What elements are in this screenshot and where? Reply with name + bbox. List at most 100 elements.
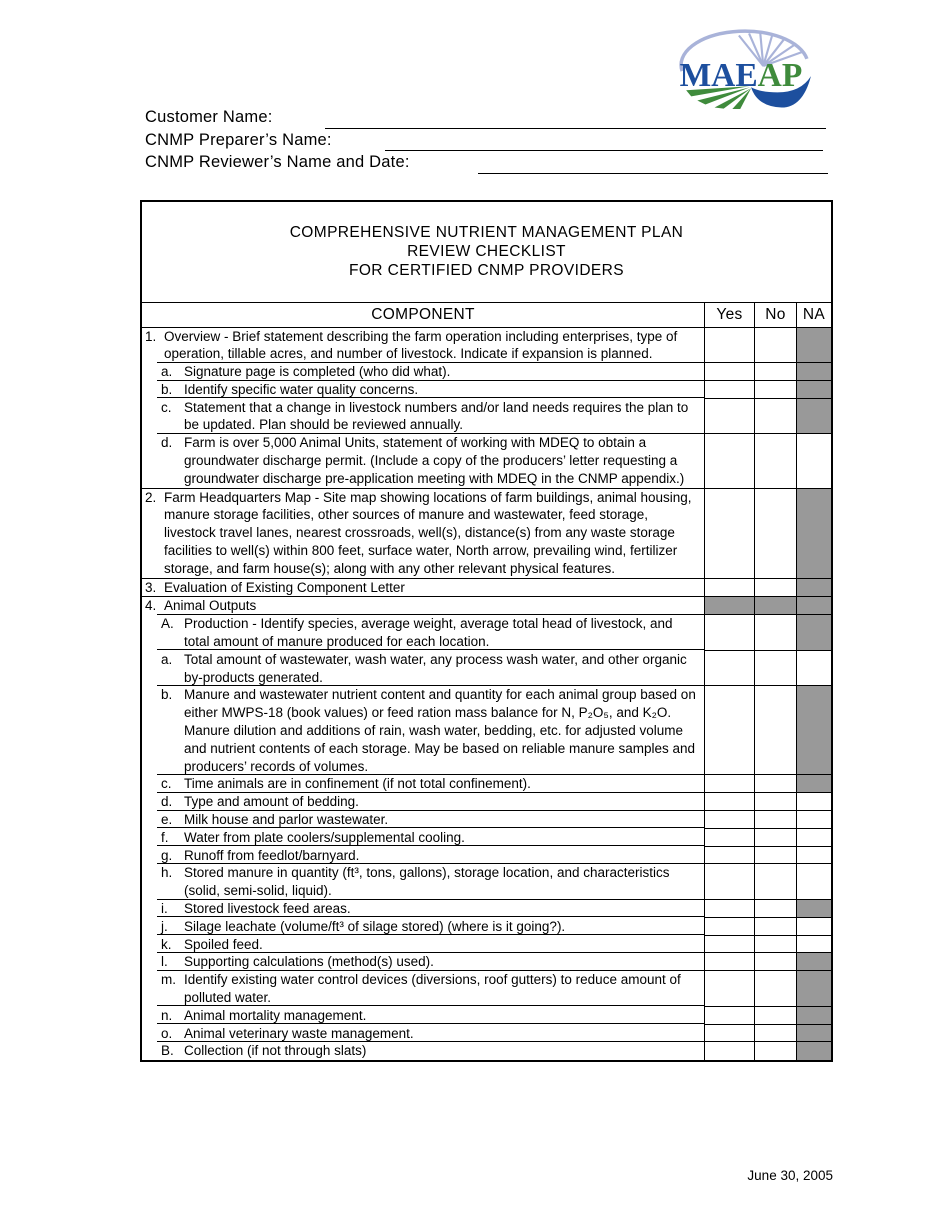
- component-cell: h. Stored manure in quantity (ft³, tons, …: [142, 864, 705, 900]
- checklist-row: h. Stored manure in quantity (ft³, tons, …: [142, 864, 831, 900]
- no-checkbox-cell: [755, 1042, 797, 1061]
- na-checkbox-cell: [797, 1042, 831, 1061]
- item-text: Farm is over 5,000 Animal Units, stateme…: [184, 435, 685, 486]
- title-line-2: REVIEW CHECKLIST: [407, 243, 566, 260]
- item-text: Production - Identify species, average w…: [184, 616, 673, 650]
- no-checkbox-cell: [755, 846, 797, 865]
- na-checkbox-cell: [797, 811, 831, 829]
- item-number: 2.: [145, 489, 157, 505]
- no-checkbox-cell: [755, 650, 797, 687]
- yes-checkbox-cell: [705, 578, 755, 598]
- checklist-title: COMPREHENSIVE NUTRIENT MANAGEMENT PLAN R…: [142, 202, 831, 303]
- yes-checkbox-cell: [705, 363, 755, 381]
- item-number: b.: [161, 381, 173, 397]
- checklist-row: j. Silage leachate (volume/ft³ of silage …: [142, 917, 831, 936]
- no-checkbox-cell: [755, 935, 797, 954]
- no-checkbox-cell: [755, 434, 797, 489]
- no-checkbox-cell: [755, 953, 797, 972]
- item-text: Overview - Brief statement describing th…: [164, 328, 678, 362]
- na-checkbox-cell: [797, 1006, 831, 1025]
- na-checkbox-cell: [797, 793, 831, 812]
- na-checkbox-cell: [797, 900, 831, 918]
- document-date: June 30, 2005: [747, 1168, 833, 1183]
- yes-checkbox-cell: [705, 488, 755, 579]
- no-checkbox-cell: [755, 811, 797, 829]
- logo-swoosh-icon: [751, 76, 811, 108]
- na-checkbox-cell: [797, 1024, 831, 1043]
- no-checkbox-cell: [755, 398, 797, 435]
- checklist-row: g. Runoff from feedlot/barnyard.: [142, 846, 831, 865]
- checklist-row: b. Identify specific water quality concer…: [142, 380, 831, 399]
- item-text: Runoff from feedlot/barnyard.: [184, 847, 360, 863]
- item-text: Animal Outputs: [164, 598, 257, 614]
- component-cell: B. Collection (if not through slats): [142, 1042, 705, 1061]
- checklist-row: m. Identify existing water control device…: [142, 971, 831, 1007]
- item-number: 1.: [145, 328, 157, 344]
- component-cell: 2. Farm Headquarters Map - Site map showi…: [142, 488, 705, 579]
- checklist-row: b. Manure and wastewater nutrient content…: [142, 686, 831, 776]
- checklist-row: d. Farm is over 5,000 Animal Units, state…: [142, 434, 831, 489]
- column-header-yes: Yes: [705, 303, 755, 328]
- item-number: i.: [161, 901, 168, 916]
- na-checkbox-cell: [797, 828, 831, 847]
- na-checkbox-cell: [797, 775, 831, 794]
- na-checkbox-cell: [797, 488, 831, 579]
- item-number: g.: [161, 847, 173, 863]
- checklist-row: e. Milk house and parlor wastewater.: [142, 811, 831, 829]
- customer-name-label: Customer Name:: [145, 108, 273, 126]
- header-row: COMPONENT Yes No NA: [142, 303, 831, 328]
- reviewer-name-date-field: CNMP Reviewer’s Name and Date:: [145, 153, 828, 176]
- no-checkbox-cell: [755, 775, 797, 794]
- item-number: a.: [161, 651, 173, 667]
- na-checkbox-cell: [797, 327, 831, 364]
- reviewer-name-date-blank-line: [478, 172, 828, 174]
- item-number: b.: [161, 687, 173, 703]
- checklist-row: d. Type and amount of bedding.: [142, 793, 831, 812]
- checklist-row: B. Collection (if not through slats): [142, 1042, 831, 1061]
- item-number: k.: [161, 936, 172, 952]
- yes-checkbox-cell: [705, 811, 755, 829]
- checklist-row: 2. Farm Headquarters Map - Site map showi…: [142, 488, 831, 579]
- item-text: Evaluation of Existing Component Letter: [164, 579, 405, 595]
- yes-checkbox-cell: [705, 935, 755, 954]
- checklist-row: 1. Overview - Brief statement describing …: [142, 327, 831, 364]
- component-cell: c. Statement that a change in livestock n…: [142, 398, 705, 435]
- no-checkbox-cell: [755, 597, 797, 616]
- component-cell: b. Manure and wastewater nutrient content…: [142, 686, 705, 776]
- yes-checkbox-cell: [705, 1006, 755, 1025]
- checklist-box: COMPREHENSIVE NUTRIENT MANAGEMENT PLAN R…: [140, 200, 833, 1063]
- yes-checkbox-cell: [705, 597, 755, 616]
- component-cell: f. Water from plate coolers/supplemental …: [142, 828, 705, 847]
- na-checkbox-cell: [797, 363, 831, 381]
- component-cell: 1. Overview - Brief statement describing …: [142, 327, 705, 364]
- column-header-na: NA: [797, 303, 831, 328]
- column-header-no: No: [755, 303, 797, 328]
- na-checkbox-cell: [797, 615, 831, 651]
- na-checkbox-cell: [797, 846, 831, 865]
- component-cell: i. Stored livestock feed areas.: [142, 900, 705, 918]
- checklist-row: 3. Evaluation of Existing Component Lette…: [142, 578, 831, 598]
- checklist-row: a. Total amount of wastewater, wash water…: [142, 650, 831, 687]
- yes-checkbox-cell: [705, 380, 755, 399]
- component-cell: e. Milk house and parlor wastewater.: [142, 811, 705, 829]
- na-checkbox-cell: [797, 398, 831, 435]
- component-cell: b. Identify specific water quality concer…: [142, 380, 705, 399]
- item-text: Time animals are in confinement (if not …: [184, 776, 531, 792]
- component-cell: n. Animal mortality management.: [142, 1006, 705, 1025]
- item-text: Identify specific water quality concerns…: [184, 381, 419, 397]
- item-number: a.: [161, 364, 173, 380]
- item-number: d.: [161, 435, 173, 451]
- item-text: Collection (if not through slats): [184, 1043, 367, 1059]
- item-text: Supporting calculations (method(s) used)…: [184, 954, 434, 970]
- na-checkbox-cell: [797, 935, 831, 954]
- item-number: c.: [161, 399, 172, 415]
- checklist-row: A. Production - Identify species, average…: [142, 615, 831, 651]
- yes-checkbox-cell: [705, 615, 755, 651]
- component-cell: 3. Evaluation of Existing Component Lette…: [142, 578, 705, 598]
- no-checkbox-cell: [755, 828, 797, 847]
- yes-checkbox-cell: [705, 864, 755, 900]
- customer-name-field: Customer Name:: [145, 108, 828, 131]
- item-number: o.: [161, 1025, 173, 1041]
- preparer-name-blank-line: [385, 150, 823, 152]
